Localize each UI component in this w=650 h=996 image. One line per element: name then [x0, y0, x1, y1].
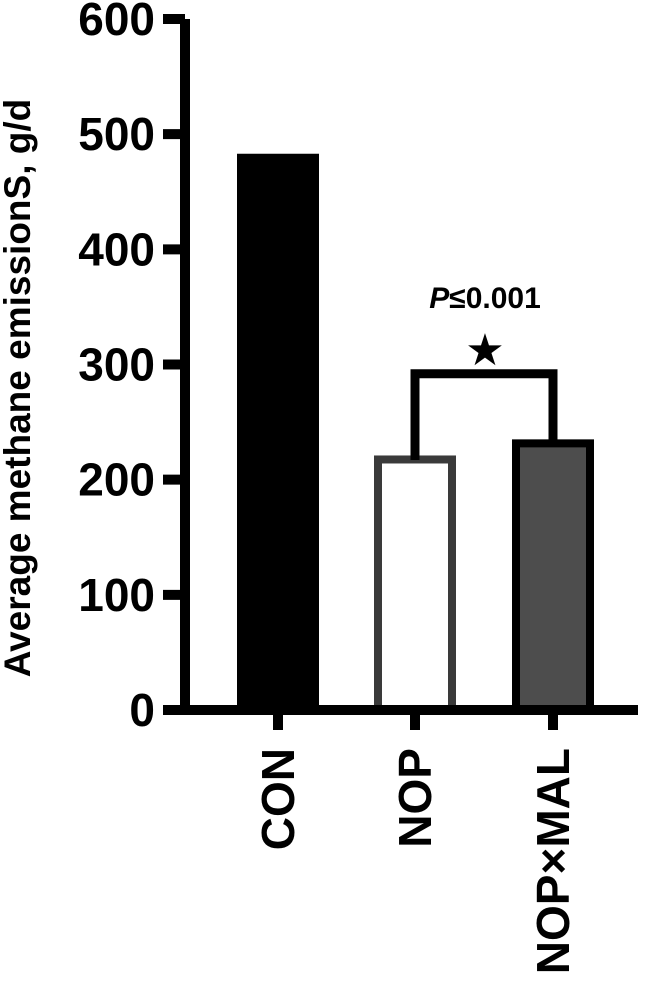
y-axis-title-group: Average methane emissionS, g/d	[0, 99, 38, 678]
significance-bracket	[410, 369, 558, 460]
y-tick-label: 600	[78, 0, 155, 45]
y-tick-label: 300	[78, 339, 155, 391]
bar-con	[237, 153, 319, 714]
p-value-label: P≤0.001	[429, 282, 541, 315]
x-tick-label: CON	[252, 748, 304, 850]
bar-nop	[374, 455, 456, 714]
y-tick-label: 400	[78, 223, 155, 275]
x-tick-labels: CON NOP NOP×MAL	[252, 748, 579, 974]
p-value-prefix: P	[429, 282, 450, 315]
y-tick-label: 0	[129, 684, 155, 736]
significance-annotation: P≤0.001 ★	[429, 282, 541, 376]
significance-bracket-line	[410, 369, 558, 460]
y-tick-label: 100	[78, 569, 155, 621]
x-tick-label: NOP	[389, 748, 441, 848]
y-axis-title: Average methane emissionS, g/d	[0, 99, 38, 678]
y-tick-label: 200	[78, 454, 155, 506]
y-ticks: 0 100 200 300 400 500 600	[78, 0, 185, 736]
bar-nop-mal	[512, 439, 594, 714]
p-value-rest: ≤0.001	[449, 282, 541, 315]
x-tick-label: NOP×MAL	[527, 748, 579, 974]
significance-star-icon: ★	[465, 325, 504, 376]
y-tick-label: 500	[78, 108, 155, 160]
